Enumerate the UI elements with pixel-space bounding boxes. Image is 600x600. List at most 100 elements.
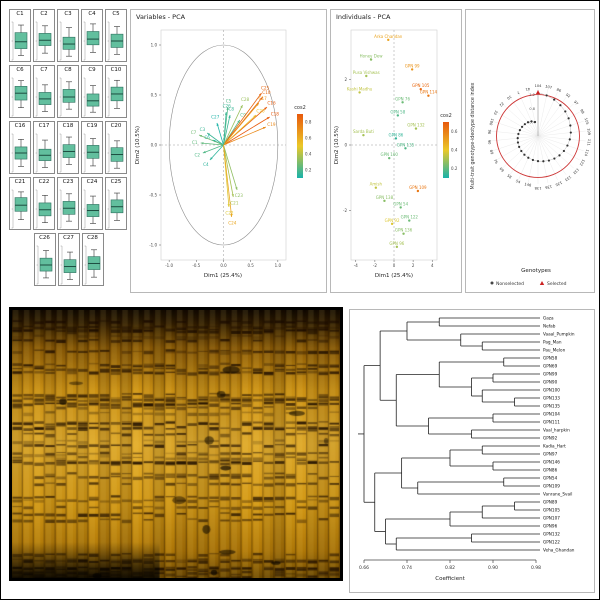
svg-text:Arka Chandan: Arka Chandan	[374, 34, 403, 39]
svg-text:138: 138	[534, 186, 542, 190]
boxplot-mini	[59, 189, 76, 229]
svg-text:GPN105: GPN105	[543, 508, 560, 513]
svg-text:114: 114	[583, 149, 589, 157]
svg-text:Pusa Vishwas: Pusa Vishwas	[353, 70, 380, 75]
svg-text:GPN 86: GPN 86	[388, 132, 403, 137]
svg-text:Dim2 (10.5%): Dim2 (10.5%)	[334, 126, 340, 164]
svg-text:1.0: 1.0	[151, 43, 158, 48]
boxplot-mini	[83, 189, 100, 229]
boxplot-cell: C3	[57, 9, 79, 62]
boxplot-mini	[107, 21, 124, 61]
svg-text:GPN 136: GPN 136	[395, 228, 413, 233]
svg-text:GPN90: GPN90	[543, 380, 558, 385]
svg-text:GPN 138: GPN 138	[376, 195, 394, 200]
boxplot-mini	[83, 77, 100, 117]
boxplot-cell: C26	[33, 233, 56, 286]
svg-text:GPN 132: GPN 132	[407, 123, 425, 128]
svg-text:GPN100: GPN100	[543, 388, 560, 393]
boxplot-label: C9	[88, 67, 96, 73]
svg-text:10: 10	[506, 94, 513, 100]
svg-text:Honey Dew: Honey Dew	[360, 54, 384, 59]
boxplot-label: C4	[88, 11, 96, 17]
svg-text:Dim1 (25.4%): Dim1 (25.4%)	[204, 273, 242, 279]
svg-text:C8: C8	[228, 107, 234, 112]
boxplot-cell: C2	[33, 9, 55, 62]
svg-text:GPN 96: GPN 96	[389, 241, 404, 246]
svg-text:-2: -2	[373, 263, 377, 268]
svg-text:-2: -2	[343, 208, 347, 213]
boxplot-label: C27	[63, 235, 74, 241]
svg-text:GPN 105: GPN 105	[412, 83, 430, 88]
boxplot-cell: C28	[81, 233, 104, 286]
svg-text:C27: C27	[211, 115, 220, 120]
svg-text:GPN104: GPN104	[543, 412, 560, 417]
boxplot-row: C16 C17 C18 C19 C20	[9, 121, 128, 174]
panel-individuals-pca: Individuals - PCA -4 -2 0 2 4 -2 0 2 Dim1 (25.4%…	[330, 9, 462, 293]
svg-text:54: 54	[515, 179, 521, 185]
svg-text:Multi-trait genotype-ideotype: Multi-trait genotype-ideotype distance i…	[470, 82, 476, 189]
svg-text:GPN 76: GPN 76	[395, 96, 410, 101]
svg-text:0.8: 0.8	[529, 107, 535, 111]
svg-text:-4: -4	[354, 263, 358, 268]
dendrogram-plot: Gaza Nefab Vaaal_Pumpkin Pag_Man Pau_Melon GP…	[358, 316, 575, 582]
svg-text:107: 107	[545, 84, 553, 89]
svg-text:0.5: 0.5	[151, 93, 158, 98]
svg-text:133: 133	[564, 175, 572, 182]
svg-text:Nonselected: Nonselected	[496, 281, 524, 287]
svg-text:GPN58: GPN58	[543, 356, 558, 361]
svg-text:C26: C26	[223, 104, 232, 109]
boxplot-cell: C8	[57, 65, 79, 118]
svg-text:105: 105	[584, 117, 590, 125]
svg-text:GPN54: GPN54	[543, 476, 558, 481]
svg-text:1.0: 1.0	[275, 263, 282, 268]
boxplot-label: C2	[40, 11, 48, 17]
boxplot-mini	[107, 189, 124, 229]
svg-text:Selected: Selected	[547, 281, 567, 287]
boxplot-cell: C10	[105, 65, 127, 118]
boxplot-mini	[83, 21, 100, 61]
svg-text:GPN 135: GPN 135	[397, 142, 415, 147]
svg-text:92: 92	[565, 93, 571, 99]
svg-text:Coefficient: Coefficient	[435, 576, 465, 582]
svg-text:0.98: 0.98	[531, 565, 541, 571]
panel-variables-pca: Variables - PCA -1.0 -0.5 0.0 0.5 1.0 -1.0 -0.…	[130, 9, 327, 293]
svg-text:Genotypes: Genotypes	[521, 268, 551, 274]
svg-text:2: 2	[412, 263, 415, 268]
boxplot-label: C28	[87, 235, 98, 241]
boxplot-label: C19	[86, 123, 98, 129]
svg-text:-0.5: -0.5	[192, 263, 200, 268]
gel-electrophoresis-image	[12, 310, 340, 578]
svg-text:C23: C23	[235, 193, 244, 198]
svg-text:C25: C25	[261, 86, 270, 91]
svg-text:33: 33	[493, 110, 499, 116]
variables-pca-plot: -1.0 -0.5 0.0 0.5 1.0 -1.0 -0.5 0.0 0.5 1.0 Dim1 (…	[135, 29, 312, 279]
variables-pca-title: Variables - PCA	[136, 13, 186, 21]
boxplot-cell: C19	[81, 121, 103, 174]
svg-text:Dim1 (25.4%): Dim1 (25.4%)	[375, 273, 413, 279]
svg-text:7: 7	[516, 90, 520, 95]
boxplot-label: C25	[110, 179, 122, 185]
svg-text:0.2: 0.2	[451, 166, 458, 171]
svg-text:C5: C5	[226, 99, 232, 104]
svg-text:0.82: 0.82	[445, 565, 455, 571]
boxplot-row: C26 C27 C28	[9, 233, 128, 286]
individuals-pca-title: Individuals - PCA	[336, 13, 391, 21]
svg-text:-1.0: -1.0	[149, 243, 157, 248]
svg-text:0.5: 0.5	[247, 263, 254, 268]
svg-text:Vanrane_Svail: Vanrane_Svail	[543, 492, 572, 497]
svg-text:GPN 92: GPN 92	[385, 218, 400, 223]
svg-text:GPN135: GPN135	[543, 404, 560, 409]
svg-text:C24: C24	[228, 220, 237, 225]
boxplot-label: C21	[14, 179, 26, 185]
boxplot-cell: C17	[33, 121, 55, 174]
boxplot-label: C23	[62, 179, 74, 185]
svg-text:0.90: 0.90	[488, 565, 498, 571]
svg-text:-1.0: -1.0	[165, 263, 173, 268]
boxplot-cell: C23	[57, 177, 79, 230]
boxplot-row: C6 C7 C8 C9 C10	[9, 65, 128, 118]
svg-text:0.6: 0.6	[305, 136, 312, 141]
boxplot-cell: C5	[105, 9, 127, 62]
boxplot-mini	[35, 133, 52, 173]
svg-text:GPN133: GPN133	[543, 396, 560, 401]
svg-text:2: 2	[344, 77, 347, 82]
